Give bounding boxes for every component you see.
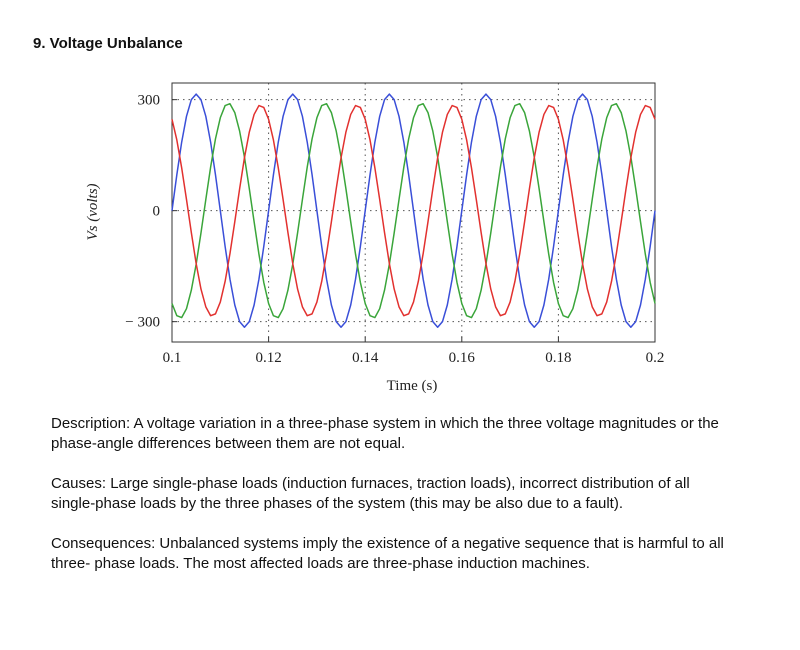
x-tick-label: 0.12 — [255, 350, 281, 366]
paragraph: Consequences: Unbalanced systems imply t… — [51, 535, 724, 572]
heading: 9. Voltage Unbalance — [33, 35, 183, 52]
x-tick-label: 0.16 — [449, 350, 476, 366]
text-body: Description: A voltage variation in a th… — [51, 414, 726, 594]
paragraph: Description: A voltage variation in a th… — [51, 415, 719, 452]
y-tick-label: − 300 — [125, 315, 160, 331]
x-tick-label: 0.18 — [545, 350, 571, 366]
series-line — [171, 102, 656, 319]
series-line — [171, 104, 656, 317]
x-tick-label: 0.1 — [163, 350, 182, 366]
x-axis-label: Time (s) — [387, 378, 438, 394]
x-tick-label: 0.14 — [352, 350, 379, 366]
y-axis-label: Vs (volts) — [85, 183, 101, 240]
paragraph: Causes: Large single-phase loads (induct… — [51, 475, 690, 512]
y-tick-label: 0 — [153, 204, 161, 220]
series-line — [171, 93, 656, 328]
y-tick-label: 300 — [138, 93, 161, 109]
chart: Time (s) Vs (volts) − 300 0 300 0.1 0.12 0.14… — [85, 82, 665, 394]
x-tick-label: 0.2 — [646, 350, 665, 366]
